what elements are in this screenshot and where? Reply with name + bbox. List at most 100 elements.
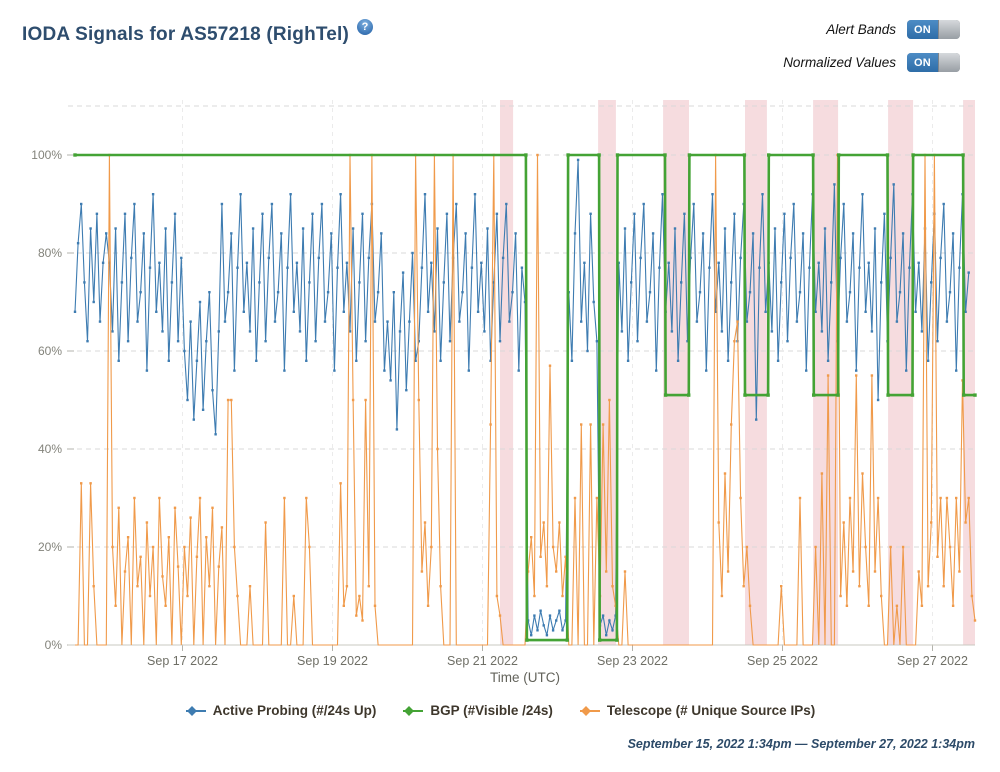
telescope-point	[558, 521, 561, 524]
telescope-point	[876, 496, 880, 500]
bgp-point	[663, 393, 668, 397]
telescope-point	[917, 570, 920, 573]
active-probing-point	[192, 418, 195, 421]
active-probing-point	[542, 624, 545, 627]
active-probing-point	[642, 202, 645, 206]
active-probing-point	[755, 418, 758, 421]
telescope-point	[730, 423, 733, 426]
telescope-point	[951, 604, 955, 607]
telescope-point	[198, 496, 202, 500]
telescope-point	[864, 545, 867, 549]
bgp-point	[743, 393, 747, 397]
active-probing-point	[873, 227, 877, 230]
active-probing-point	[376, 291, 380, 294]
telescope-point	[545, 585, 549, 588]
telescope-point	[739, 496, 742, 500]
active-probing-point	[345, 261, 349, 264]
active-probing-point	[686, 340, 689, 343]
telescope-point	[551, 545, 555, 549]
y-tick-label: 0%	[45, 638, 63, 652]
telescope-point	[539, 555, 542, 558]
telescope-point	[720, 594, 724, 598]
telescope-point	[748, 604, 752, 607]
active-probing-point	[658, 266, 661, 269]
alert-bands-toggle-row: Alert Bands ON	[783, 20, 960, 39]
active-probing-point	[248, 330, 252, 333]
active-probing-point	[417, 340, 420, 343]
active-probing-point	[714, 310, 717, 313]
telescope-point	[895, 604, 899, 607]
telescope-point	[901, 545, 905, 549]
switch-knob-icon	[938, 20, 960, 39]
active-probing-point	[748, 291, 752, 294]
y-tick-label: 100%	[31, 148, 62, 162]
active-probing-point	[455, 202, 458, 206]
active-probing-point	[470, 266, 474, 269]
legend-item-bgp[interactable]: BGP (#Visible /24s)	[402, 703, 553, 718]
alert-bands-switch[interactable]: ON	[907, 20, 960, 39]
active-probing-point	[355, 359, 358, 362]
active-probing-point	[914, 310, 917, 313]
active-probing-point	[311, 212, 314, 215]
bgp-point	[837, 153, 841, 157]
normalized-values-switch[interactable]: ON	[907, 53, 960, 72]
telescope-point	[423, 521, 427, 524]
active-probing-point	[205, 340, 208, 343]
active-probing-point	[870, 330, 874, 333]
telescope-point	[614, 604, 617, 607]
active-probing-point	[517, 369, 520, 372]
telescope-series	[75, 154, 976, 646]
telescope-point	[364, 398, 367, 402]
active-probing-point	[683, 212, 686, 215]
telescope-point	[167, 536, 170, 539]
active-probing-point	[508, 320, 511, 323]
telescope-point	[548, 364, 552, 367]
signals-chart[interactable]: 0% 20% 40% 60% 80% 100% Sep 17 2022 Sep 19 2022…	[0, 0, 1000, 700]
active-probing-point	[80, 202, 83, 206]
active-probing-point	[458, 320, 461, 323]
active-probing-point	[405, 389, 408, 392]
legend-item-telescope[interactable]: Telescope (# Unique Source IPs)	[579, 703, 815, 718]
active-probing-point	[926, 359, 930, 362]
telescope-point	[536, 153, 539, 157]
active-probing-point	[648, 291, 652, 294]
bgp-point	[836, 393, 840, 397]
active-probing-point	[111, 330, 114, 333]
telescope-point	[542, 521, 545, 524]
bgp-point	[886, 393, 890, 397]
active-probing-point	[301, 227, 305, 230]
active-probing-point	[398, 330, 402, 333]
bgp-point	[597, 153, 601, 157]
active-probing-point	[451, 256, 455, 260]
telescope-point	[942, 585, 945, 588]
active-probing-point	[536, 629, 539, 632]
active-probing-point	[692, 202, 695, 206]
active-probing-point	[586, 349, 589, 353]
active-probing-point	[395, 428, 399, 431]
telescope-point	[967, 496, 970, 500]
active-probing-point	[208, 291, 211, 294]
telescope-point	[358, 594, 361, 598]
telescope-point	[958, 570, 961, 573]
active-probing-point	[98, 320, 102, 323]
active-probing-point	[655, 369, 658, 372]
alert-band	[500, 100, 514, 645]
help-icon[interactable]: ?	[357, 19, 374, 35]
active-probing-point	[570, 359, 574, 362]
active-probing-point	[314, 340, 317, 343]
active-probing-point	[611, 629, 614, 632]
alert-band	[963, 100, 975, 645]
telescope-point	[114, 604, 117, 607]
active-probing-point	[155, 310, 158, 313]
active-probing-point	[711, 193, 714, 196]
telescope-point	[845, 604, 849, 607]
switch-knob-icon	[938, 53, 960, 72]
active-probing-point	[130, 256, 133, 260]
telescope-point	[305, 496, 308, 500]
legend-item-active-probing[interactable]: Active Probing (#/24s Up)	[185, 703, 376, 718]
active-probing-point	[561, 629, 564, 632]
telescope-point	[136, 585, 139, 588]
telescope-point	[236, 594, 239, 598]
active-probing-point	[626, 359, 630, 362]
bgp-marker-icon	[403, 705, 424, 716]
